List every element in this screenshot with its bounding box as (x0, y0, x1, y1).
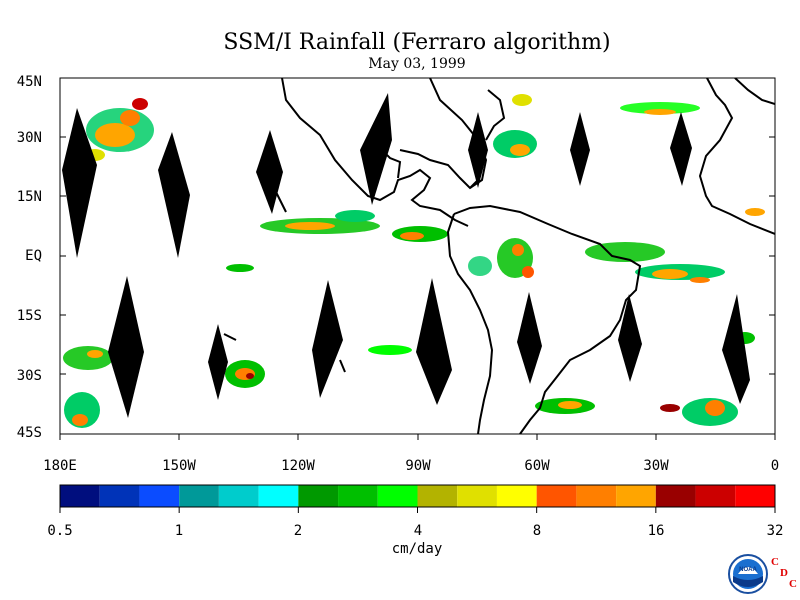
colorbar-swatch (218, 485, 259, 507)
colorbar-swatch (616, 485, 656, 507)
colorbar-label-1: 1 (174, 523, 184, 539)
colorbar-label-16: 16 (647, 523, 665, 539)
colorbar-swatch (139, 485, 180, 507)
colorbar-label-8: 8 (532, 523, 542, 539)
colorbar-swatch (576, 485, 617, 507)
colorbar-swatch (735, 485, 775, 507)
map-frame (59, 77, 776, 435)
colorbar-swatch (298, 485, 339, 507)
lat-label-30s: 30S (16, 368, 42, 384)
colorbar-swatch (695, 485, 736, 507)
noaa-logo: NOAA (728, 554, 768, 594)
rain-clusters (63, 94, 765, 428)
lon-label-90w: 90W (405, 458, 431, 474)
cdc-letter-d: D (780, 567, 788, 579)
lat-label-45n: 45N (16, 74, 42, 90)
colorbar (59, 484, 776, 513)
data-gaps (62, 93, 750, 418)
colorbar-unit: cm/day (391, 541, 443, 557)
colorbar-label-0-5: 0.5 (47, 523, 73, 539)
colorbar-label-32: 32 (766, 523, 784, 539)
svg-text:NOAA: NOAA (739, 567, 757, 573)
colorbar-label-2: 2 (293, 523, 303, 539)
colorbar-swatch (496, 485, 537, 507)
colorbar-label-4: 4 (413, 523, 423, 539)
cdc-letter-c1: C (771, 556, 779, 568)
cdc-letter-c2: C (789, 578, 797, 590)
colorbar-swatch (457, 485, 497, 507)
map-date: May 03, 1999 (368, 56, 466, 72)
colorbar-swatch (417, 485, 458, 507)
lon-label-180e: 180E (43, 458, 77, 474)
lat-label-30n: 30N (16, 130, 42, 146)
lat-label-eq: EQ (25, 248, 42, 264)
colorbar-swatch (258, 485, 299, 507)
axis-ticks (59, 77, 776, 440)
colorbar-swatch (338, 485, 378, 507)
colorbar-swatch (377, 485, 418, 507)
coastlines (223, 78, 775, 434)
colorbar-swatch (179, 485, 219, 507)
lon-label-120w: 120W (281, 458, 315, 474)
lon-label-0: 0 (770, 458, 780, 474)
colorbar-swatch (655, 485, 696, 507)
colorbar-swatch (60, 485, 100, 507)
colorbar-swatch (536, 485, 577, 507)
lon-label-30w: 30W (643, 458, 669, 474)
lat-label-15n: 15N (16, 189, 42, 205)
map-title: SSM/I Rainfall (Ferraro algorithm) (223, 30, 611, 55)
lat-label-15s: 15S (16, 308, 42, 324)
lon-label-60w: 60W (524, 458, 550, 474)
colorbar-swatch (99, 485, 140, 507)
lat-label-45s: 45S (16, 425, 42, 441)
lon-label-150w: 150W (162, 458, 196, 474)
